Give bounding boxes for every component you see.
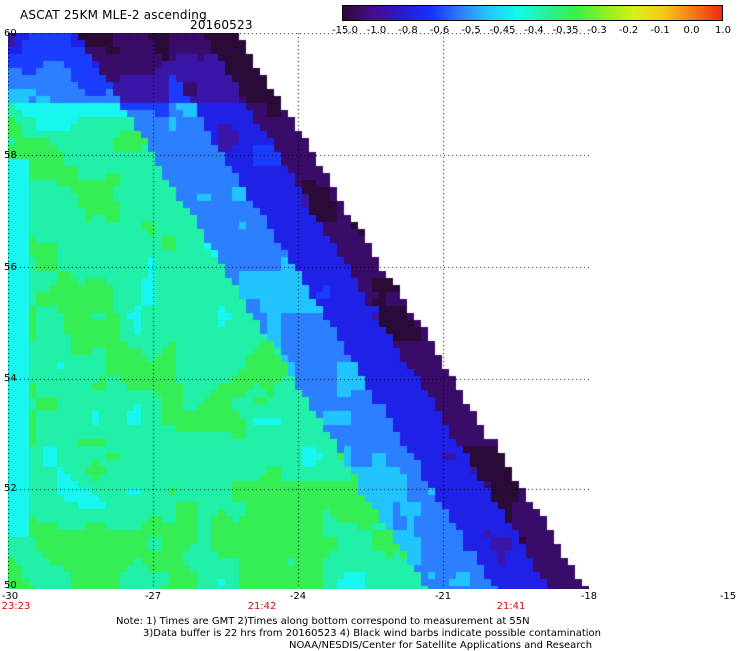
map-title: ASCAT 25KM MLE-2 ascending xyxy=(20,8,207,22)
colorbar-label: 0.0 xyxy=(683,25,700,36)
lat-label-50: 50 xyxy=(4,580,17,591)
time-label-3: 21:41 xyxy=(496,601,526,612)
lon-label-minus30: -30 xyxy=(1,591,19,602)
lat-label-52: 52 xyxy=(4,483,17,494)
colorbar-label: -0.3 xyxy=(587,25,607,36)
lon-label-minus24: -24 xyxy=(289,591,307,602)
colorbar xyxy=(342,5,723,21)
colorbar-label: -1.0 xyxy=(366,25,387,36)
scatterometer-map xyxy=(8,33,589,589)
colorbar-label: -0.45 xyxy=(489,25,516,36)
lon-label-minus15: -15 xyxy=(719,591,737,602)
colorbar-label: 1.0 xyxy=(715,25,731,36)
colorbar-label: -0.4 xyxy=(524,25,544,36)
lat-label-58: 58 xyxy=(4,150,17,161)
colorbar-label: -15.0 xyxy=(332,25,358,36)
lon-label-minus21: -21 xyxy=(434,591,452,602)
colorbar-label: -0.35 xyxy=(552,25,579,36)
map-date: 20160523 xyxy=(190,18,253,32)
colorbar-label: -0.5 xyxy=(461,25,481,36)
colorbar-label: -0.2 xyxy=(618,25,639,36)
lat-label-54: 54 xyxy=(4,373,17,384)
lat-label-60: 60 xyxy=(4,28,17,39)
colorbar-label: -0.8 xyxy=(398,25,418,36)
colorbar-labels: -15.0 -1.0 -0.8 -0.6 -0.5 -0.45 -0.4 -0.35 -0.3-… xyxy=(325,25,735,39)
lat-label-56: 56 xyxy=(4,262,17,273)
footer-note-1: Note: 1) Times are GMT 2)Times along bot… xyxy=(116,616,530,627)
colorbar-label: -0.6 xyxy=(429,25,450,36)
footer-note-2: 3)Data buffer is 22 hrs from 20160523 4)… xyxy=(143,628,601,639)
colorbar-label: -0.1 xyxy=(650,25,670,36)
time-label-2: 21:42 xyxy=(247,601,277,612)
lon-label-minus18: -18 xyxy=(580,591,598,602)
lon-label-minus27: -27 xyxy=(144,591,162,602)
footer-credit: NOAA/NESDIS/Center for Satellite Applica… xyxy=(289,640,593,651)
time-label-1: 23:23 xyxy=(1,601,31,612)
